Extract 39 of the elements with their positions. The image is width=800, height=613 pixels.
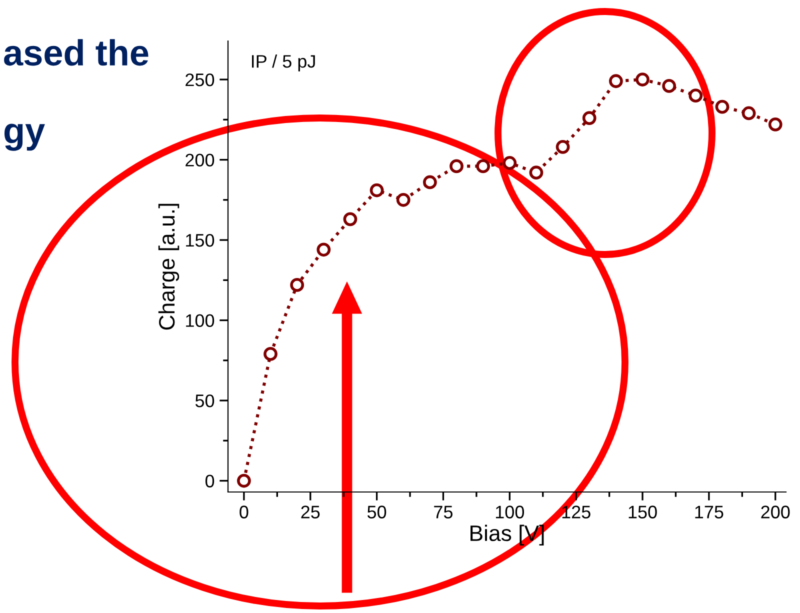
y-tick-label: 200 — [186, 154, 214, 166]
x-tick-label: 200 — [761, 506, 790, 518]
point — [476, 159, 490, 174]
point — [768, 118, 782, 132]
annotation: IP / 5 pJ — [252, 54, 315, 72]
point — [636, 72, 650, 86]
point — [316, 242, 331, 257]
x-tick-label: 100 — [496, 506, 524, 518]
text: gy — [4, 124, 45, 151]
point — [450, 159, 464, 174]
point — [370, 183, 384, 198]
x-tick-label: 150 — [628, 506, 657, 518]
point — [237, 474, 251, 488]
x-tick-label: 50 — [367, 506, 386, 518]
y-axis-title: Charge [a.u.] — [158, 204, 180, 330]
point — [609, 74, 623, 88]
x-tick-label: 175 — [695, 506, 724, 518]
point — [662, 78, 676, 93]
x-tick-label: 75 — [434, 506, 453, 518]
point — [290, 278, 304, 292]
point — [343, 212, 358, 226]
point — [396, 192, 410, 207]
point — [264, 347, 278, 361]
point — [688, 88, 703, 103]
y-tick-label: 250 — [186, 73, 214, 86]
point — [582, 111, 596, 125]
point — [742, 106, 756, 120]
point — [556, 140, 570, 154]
x-tick-label: 0 — [240, 506, 248, 518]
point — [529, 166, 544, 180]
y-tick-label: 100 — [186, 314, 214, 327]
text: ased the — [4, 39, 148, 66]
y-tick-label: 50 — [195, 394, 214, 408]
point — [502, 156, 517, 170]
point — [715, 100, 730, 114]
point — [422, 175, 437, 190]
y-tick-label: 150 — [186, 234, 214, 247]
x-tick-label: 25 — [301, 506, 320, 518]
y-tick-label: 0 — [205, 474, 214, 488]
